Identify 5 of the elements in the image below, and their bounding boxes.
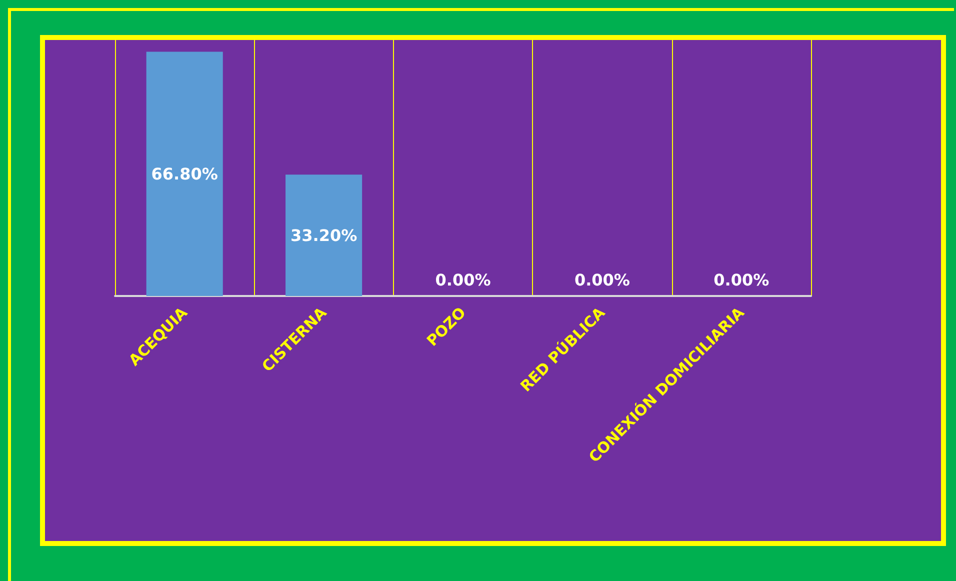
data-label: 0.00% [714,270,770,290]
data-label: 0.00% [435,270,491,290]
data-label: 0.00% [574,270,630,290]
data-label: 66.80% [151,164,218,184]
data-label: 33.20% [290,226,358,245]
